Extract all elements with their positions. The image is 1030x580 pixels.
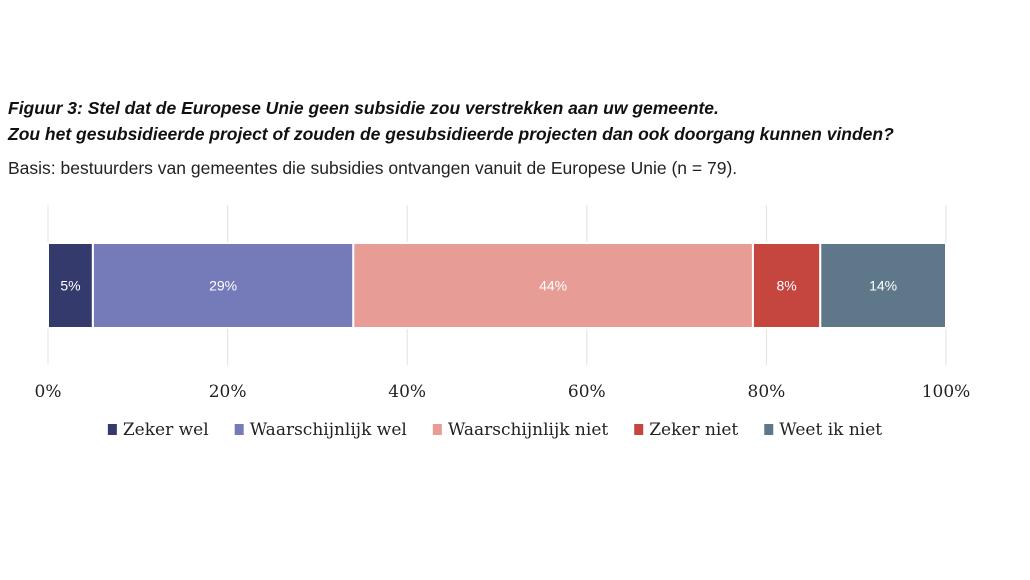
legend-item-waarschijnlijk-wel: Waarschijnlijk wel	[234, 420, 407, 440]
x-tick-label-20: 20%	[209, 382, 247, 402]
x-tick-label-40: 40%	[388, 382, 426, 402]
legend-swatch-zeker-niet	[634, 424, 644, 435]
chart-title-line-1: Figuur 3: Stel dat de Europese Unie geen…	[8, 98, 719, 118]
legend-item-weet-ik-niet: Weet ik niet	[764, 420, 882, 440]
legend-label-zeker-wel: Zeker wel	[123, 420, 209, 440]
legend-swatch-zeker-wel	[107, 424, 117, 435]
legend-label-zeker-niet: Zeker niet	[649, 420, 738, 440]
x-tick-label-60: 60%	[568, 382, 606, 402]
data-label-waarschijnlijk-niet: 44%	[539, 278, 567, 294]
chart-subtitle: Basis: bestuurders van gemeentes die sub…	[8, 158, 738, 178]
bar-segment-weet-ik-niet	[819, 242, 948, 329]
legend-label-weet-ik-niet: Weet ik niet	[779, 420, 882, 440]
chart-title: Figuur 3: Stel dat de Europese Unie geen…	[8, 95, 1028, 147]
chart-title-line-2: Zou het gesubsidieerde project of zouden…	[8, 124, 894, 144]
legend-item-zeker-niet: Zeker niet	[634, 420, 738, 440]
data-label-waarschijnlijk-wel: 29%	[209, 278, 237, 294]
legend-item-waarschijnlijk-niet: Waarschijnlijk niet	[432, 420, 609, 440]
legend-item-zeker-wel: Zeker wel	[107, 420, 209, 440]
x-tick-label-80: 80%	[748, 382, 786, 402]
x-tick-label-0: 0%	[35, 382, 62, 402]
bar-segment-zeker-niet	[751, 242, 822, 329]
legend-swatch-weet-ik-niet	[764, 424, 774, 435]
x-axis-ticks: 0% 20% 40% 60% 80% 100%	[35, 382, 971, 402]
bar-segment-waarschijnlijk-wel	[91, 242, 355, 329]
x-tick-label-100: 100%	[922, 382, 971, 402]
data-label-weet-ik-niet: 14%	[869, 278, 897, 294]
data-label-zeker-niet: 8%	[776, 278, 796, 294]
bar-segment-zeker-wel	[47, 242, 94, 329]
bar-segments: 5% 29% 44% 8% 14%	[47, 242, 948, 329]
legend-swatch-waarschijnlijk-niet	[432, 424, 442, 435]
legend: Zeker wel Waarschijnlijk wel Waarschijnlij…	[107, 420, 882, 440]
legend-swatch-waarschijnlijk-wel	[234, 424, 244, 435]
legend-label-waarschijnlijk-niet: Waarschijnlijk niet	[448, 420, 609, 440]
data-label-zeker-wel: 5%	[60, 278, 80, 294]
legend-label-waarschijnlijk-wel: Waarschijnlijk wel	[250, 420, 407, 440]
